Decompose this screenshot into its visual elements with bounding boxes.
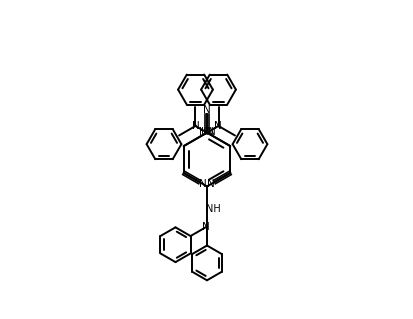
Text: N: N xyxy=(213,121,221,131)
Text: HN: HN xyxy=(200,127,215,137)
Text: N: N xyxy=(202,221,209,232)
Text: N: N xyxy=(191,121,199,131)
Text: HN: HN xyxy=(199,127,214,137)
Text: NH: NH xyxy=(205,204,220,214)
Text: N: N xyxy=(203,105,210,115)
Text: N: N xyxy=(199,179,206,189)
Text: N: N xyxy=(206,179,214,189)
